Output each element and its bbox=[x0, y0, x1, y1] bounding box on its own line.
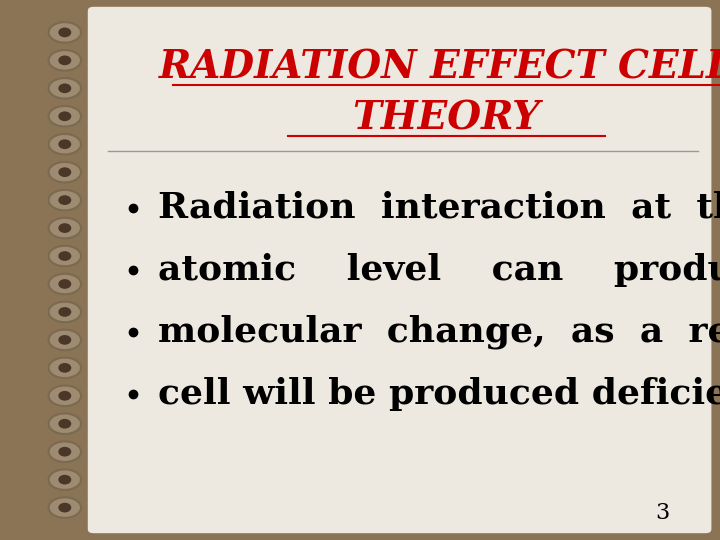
Ellipse shape bbox=[48, 497, 81, 518]
Ellipse shape bbox=[48, 246, 81, 266]
Ellipse shape bbox=[48, 190, 81, 211]
Text: cell will be produced deficient.: cell will be produced deficient. bbox=[158, 377, 720, 411]
Text: 3: 3 bbox=[655, 502, 670, 524]
Ellipse shape bbox=[58, 307, 71, 317]
Ellipse shape bbox=[58, 475, 71, 484]
Ellipse shape bbox=[58, 223, 71, 233]
Ellipse shape bbox=[58, 167, 71, 177]
Ellipse shape bbox=[48, 441, 81, 462]
Ellipse shape bbox=[48, 329, 81, 350]
FancyBboxPatch shape bbox=[86, 5, 713, 535]
Ellipse shape bbox=[48, 22, 81, 43]
Ellipse shape bbox=[48, 302, 81, 322]
Ellipse shape bbox=[58, 335, 71, 345]
Ellipse shape bbox=[48, 357, 81, 378]
Ellipse shape bbox=[58, 503, 71, 512]
Ellipse shape bbox=[48, 134, 81, 154]
Ellipse shape bbox=[58, 28, 71, 37]
Ellipse shape bbox=[58, 84, 71, 93]
Ellipse shape bbox=[58, 363, 71, 373]
Ellipse shape bbox=[58, 279, 71, 289]
Ellipse shape bbox=[48, 274, 81, 294]
Ellipse shape bbox=[48, 218, 81, 238]
Text: RADIATION EFFECT CELL: RADIATION EFFECT CELL bbox=[158, 49, 720, 86]
Ellipse shape bbox=[48, 469, 81, 490]
Ellipse shape bbox=[58, 111, 71, 121]
Ellipse shape bbox=[58, 139, 71, 149]
Text: molecular  change,  as  a  result,: molecular change, as a result, bbox=[158, 315, 720, 349]
Ellipse shape bbox=[58, 251, 71, 261]
Ellipse shape bbox=[48, 162, 81, 183]
Ellipse shape bbox=[48, 50, 81, 71]
Ellipse shape bbox=[58, 195, 71, 205]
Ellipse shape bbox=[58, 56, 71, 65]
Text: THEORY: THEORY bbox=[353, 100, 540, 138]
Ellipse shape bbox=[48, 106, 81, 126]
Ellipse shape bbox=[48, 386, 81, 406]
Ellipse shape bbox=[48, 414, 81, 434]
Ellipse shape bbox=[58, 391, 71, 401]
Text: Radiation  interaction  at  the: Radiation interaction at the bbox=[158, 191, 720, 225]
Ellipse shape bbox=[58, 447, 71, 456]
Text: atomic    level    can    produce: atomic level can produce bbox=[158, 253, 720, 287]
Ellipse shape bbox=[58, 419, 71, 429]
Ellipse shape bbox=[48, 78, 81, 99]
